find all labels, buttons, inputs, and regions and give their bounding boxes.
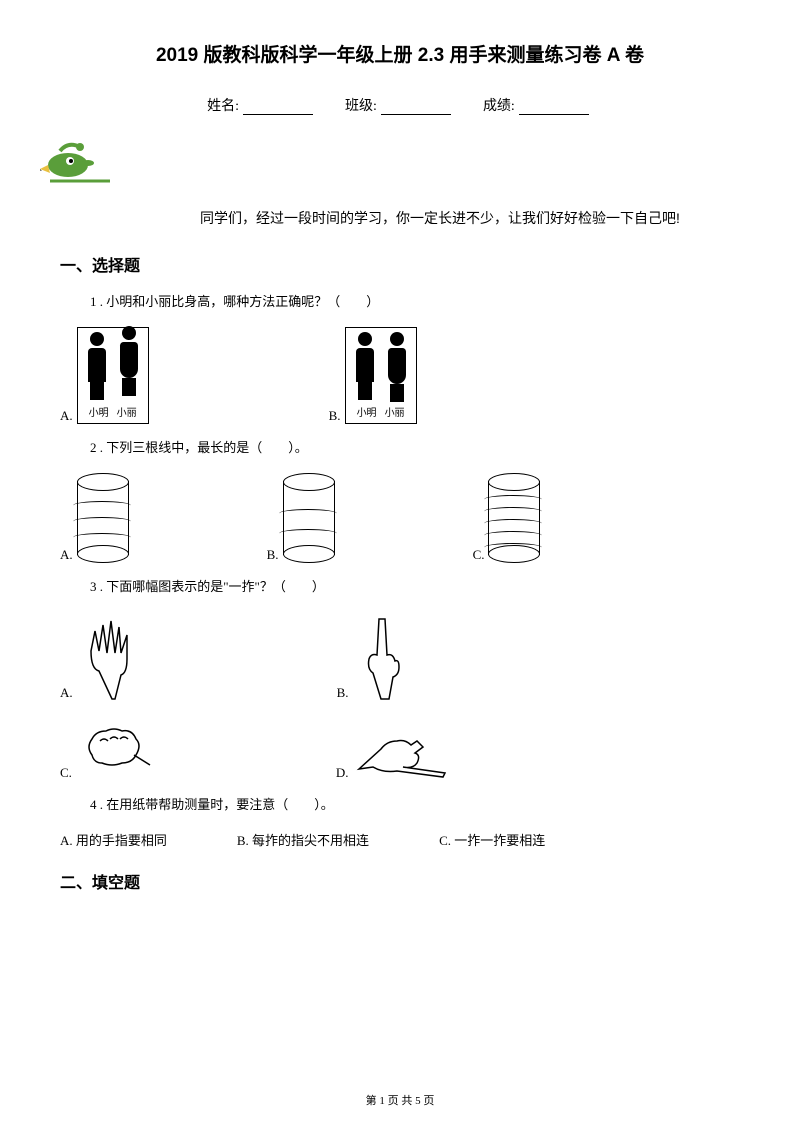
q1-optB-label: B. [329,408,341,424]
mascot-icon [40,133,740,198]
q3-option-c[interactable]: C. [60,711,156,781]
q2-optB-label: B. [267,547,279,563]
q1-options: A. 小明 小丽 B. [60,327,740,424]
q3-option-a[interactable]: A. [60,611,147,701]
q4-options: A. 用的手指要相同 B. 每拃的指尖不用相连 C. 一拃一拃要相连 [60,830,740,849]
q4-option-c[interactable]: C. 一拃一拃要相连 [439,830,545,849]
cylinder-a-icon [77,473,127,563]
page-title: 2019 版教科版科学一年级上册 2.3 用手来测量练习卷 A 卷 [60,40,740,67]
page-footer: 第 1 页 共 5 页 [0,1092,800,1108]
hand-open-icon [77,611,147,701]
kid-boy-icon [350,332,380,402]
name-label: 姓名: [207,99,239,114]
q4-option-a[interactable]: A. 用的手指要相同 [60,830,167,849]
kid-girl-icon [114,326,144,396]
encourage-text: 同学们，经过一段时间的学习，你一定长进不少，让我们好好检验一下自己吧! [140,208,740,228]
q1-text: 1 . 小明和小丽比身高，哪种方法正确呢？（ ） [90,292,740,313]
class-label: 班级: [345,99,377,114]
q2-options: A. B. C. [60,473,740,563]
q1-optA-image: 小明 小丽 [77,327,149,424]
q1-optA-label: A. [60,408,73,424]
kid1-label: 小明 [89,404,109,419]
footer-mid: 页 共 [385,1095,415,1107]
q3-optD-label: D. [336,765,349,781]
kid-boy-icon [82,332,112,402]
kid-girl-icon [382,332,412,402]
footer-suffix: 页 [421,1095,435,1107]
q2-optC-label: C. [473,547,485,563]
hand-fist-icon [76,711,156,781]
q1-optB-image: 小明 小丽 [345,327,417,424]
class-blank[interactable] [381,100,451,115]
q3-text: 3 . 下面哪幅图表示的是"一拃"？（ ） [90,577,740,598]
q1-option-b[interactable]: B. 小明 小丽 [329,327,417,424]
q2-optA-label: A. [60,547,73,563]
q2-text: 2 . 下列三根线中，最长的是（ ）。 [90,438,740,459]
hand-span-icon [353,711,453,781]
section-2-header: 二、填空题 [60,869,740,893]
score-blank[interactable] [519,100,589,115]
q3-option-b[interactable]: B. [337,611,413,701]
q2-option-b[interactable]: B. [267,473,333,563]
q3-optA-label: A. [60,685,73,701]
q3-options-row1: A. B. [60,611,740,701]
q4-text: 4 . 在用纸带帮助测量时，要注意（ ）。 [90,795,740,816]
q3-option-d[interactable]: D. [336,711,453,781]
q3-options-row2: C. D. [60,711,740,781]
kid2-label: 小丽 [117,404,137,419]
name-blank[interactable] [243,100,313,115]
section-1-header: 一、选择题 [60,252,740,276]
info-line: 姓名: 班级: 成绩: [60,95,740,115]
cylinder-c-icon [488,473,538,563]
q1-option-a[interactable]: A. 小明 小丽 [60,327,149,424]
hand-point-icon [353,611,413,701]
q4-option-b[interactable]: B. 每拃的指尖不用相连 [237,830,369,849]
q3-optB-label: B. [337,685,349,701]
page: 2019 版教科版科学一年级上册 2.3 用手来测量练习卷 A 卷 姓名: 班级… [0,0,800,1132]
kid2-label-b: 小丽 [385,404,405,419]
footer-prefix: 第 [366,1095,380,1107]
cylinder-b-icon [283,473,333,563]
q2-option-c[interactable]: C. [473,473,539,563]
kid1-label-b: 小明 [357,404,377,419]
score-label: 成绩: [483,99,515,114]
q3-optC-label: C. [60,765,72,781]
q2-option-a[interactable]: A. [60,473,127,563]
